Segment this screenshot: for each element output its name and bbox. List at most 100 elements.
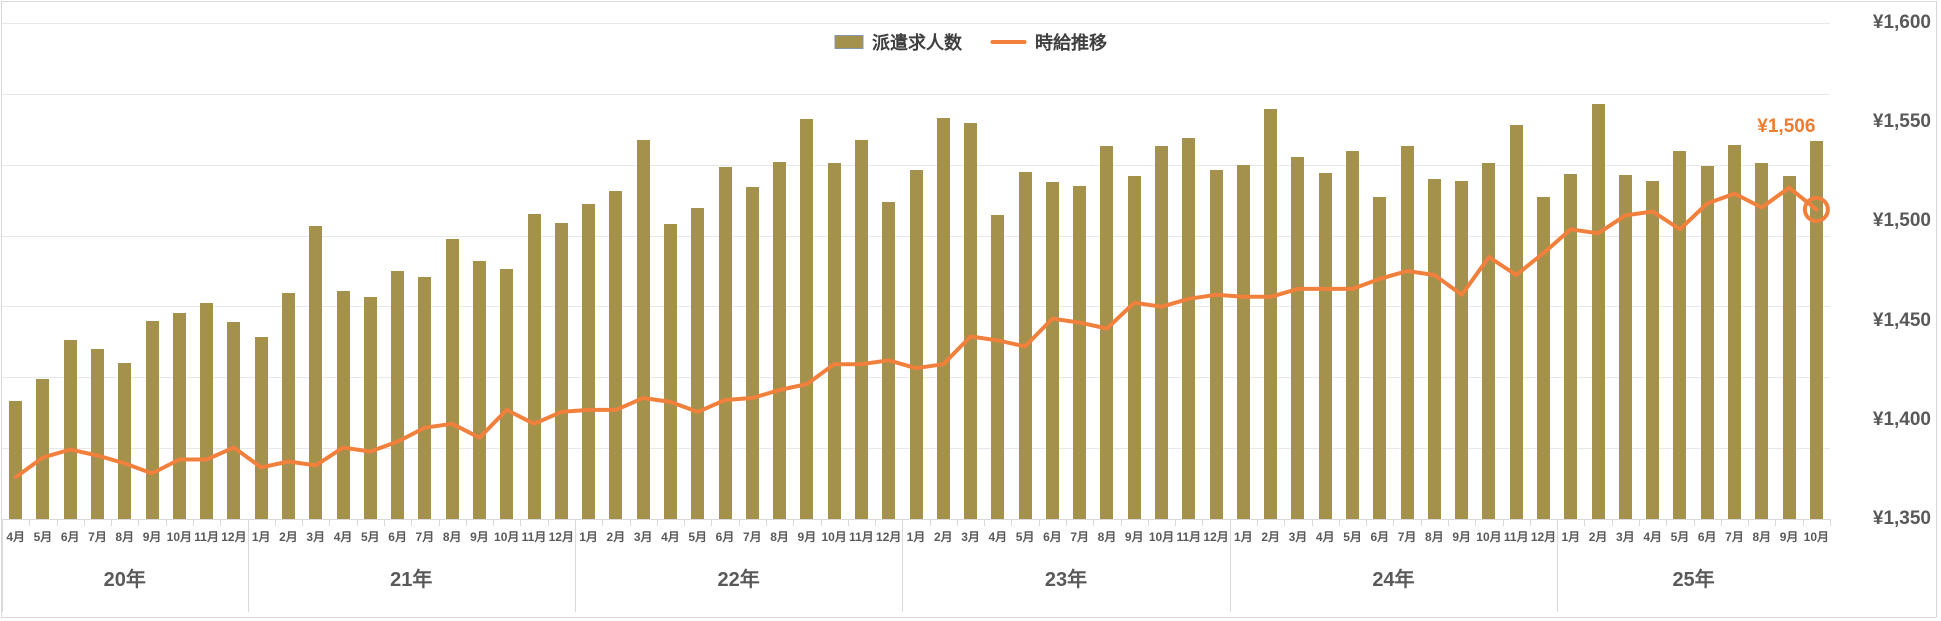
month-tick	[302, 519, 304, 526]
x-axis-month-label: 6月	[715, 530, 735, 544]
month-tick	[656, 519, 658, 526]
month-tick	[1284, 519, 1286, 526]
bar-month-6	[145, 320, 159, 519]
month-tick	[984, 519, 986, 526]
month-tick	[875, 519, 877, 526]
x-axis-month-label: 5月	[360, 530, 380, 544]
x-axis-month-label: 8月	[1425, 530, 1444, 544]
month-tick	[111, 519, 113, 526]
month-tick	[1475, 519, 1477, 526]
month-tick	[1066, 519, 1068, 526]
x-axis-month-label: 12月	[1203, 530, 1229, 544]
bar-month-7	[172, 313, 186, 519]
bar-month-61	[1646, 180, 1660, 519]
month-tick	[83, 519, 85, 526]
x-axis-month-label: 5月	[688, 530, 708, 544]
x-axis-month-label: 2月	[279, 530, 298, 544]
bar-month-49	[1318, 173, 1332, 519]
y-axis-label: ¥1,600	[1872, 12, 1931, 33]
bar-month-60	[1618, 174, 1632, 519]
x-axis-month-label: 11月	[1176, 530, 1202, 544]
x-axis-month-label: 1月	[1234, 530, 1253, 544]
gridline	[2, 93, 1830, 95]
x-axis-month-label: 5月	[1343, 530, 1362, 544]
x-axis-month-label: 9月	[797, 530, 817, 544]
x-axis-month-label: 4月	[6, 530, 25, 544]
year-divider	[574, 519, 576, 612]
month-tick	[847, 519, 849, 526]
legend-bar-label: 派遣求人数	[872, 33, 962, 53]
x-axis-year-label: 22年	[717, 569, 760, 591]
month-tick	[1366, 519, 1368, 526]
x-axis-month-label: 7月	[88, 530, 107, 544]
month-tick	[738, 519, 740, 526]
month-tick	[1666, 519, 1668, 526]
x-axis-month-label: 8月	[442, 530, 462, 544]
bar-month-59	[1591, 104, 1605, 519]
month-tick	[1693, 519, 1695, 526]
bar-month-3	[63, 339, 77, 519]
bar-month-10	[254, 337, 268, 519]
month-tick	[1147, 519, 1149, 526]
x-axis-month-label: 11月	[849, 530, 874, 544]
line-series-swatch	[990, 40, 1026, 44]
bar-month-12	[309, 225, 323, 519]
x-axis-month-label: 1月	[251, 530, 271, 544]
x-axis-month-label: 12月	[876, 530, 902, 544]
x-axis-month-label: 3月	[306, 530, 326, 544]
month-tick	[1257, 519, 1259, 526]
x-axis-month-label: 1月	[579, 530, 598, 544]
x-axis-month-label: 7月	[415, 530, 435, 544]
x-axis-month-label: 4月	[1315, 530, 1335, 544]
x-axis-month-label: 11月	[521, 530, 547, 544]
legend-item-bar-series: 派遣求人数	[834, 29, 962, 55]
month-tick	[1830, 519, 1831, 526]
bar-month-54	[1455, 181, 1469, 519]
month-tick	[1311, 519, 1313, 526]
bar-month-45	[1209, 169, 1223, 519]
x-axis-month-label: 4月	[1643, 530, 1662, 544]
x-axis-month-label: 9月	[470, 530, 489, 544]
bar-month-67	[1809, 140, 1823, 519]
month-tick	[192, 519, 194, 526]
bar-month-17	[445, 239, 459, 519]
x-axis-month-label: 9月	[1452, 530, 1471, 544]
x-axis-month-label: 6月	[1043, 530, 1062, 544]
month-tick	[1175, 519, 1177, 526]
x-axis-month-label: 5月	[1670, 530, 1690, 544]
x-axis-month-label: 10月	[166, 530, 192, 544]
x-axis-year-label: 23年	[1044, 569, 1088, 591]
bar-month-36	[964, 123, 978, 519]
bar-month-14	[363, 296, 377, 519]
x-axis-month-label: 3月	[1288, 530, 1308, 544]
month-tick	[793, 519, 795, 526]
x-axis-year-label: 24年	[1372, 569, 1415, 591]
month-tick	[1093, 519, 1095, 526]
bar-month-32	[854, 140, 868, 519]
year-divider	[902, 519, 904, 612]
last-value-annotation: ¥1,506	[1757, 116, 1816, 137]
bar-month-16	[418, 276, 432, 519]
x-axis-month-label: 7月	[1397, 530, 1417, 544]
x-axis-month-label: 3月	[961, 530, 980, 544]
y-axis-label: ¥1,400	[1872, 408, 1931, 430]
x-axis-month-label: 8月	[770, 530, 789, 544]
bar-month-34	[909, 169, 923, 519]
bar-month-18	[472, 261, 486, 519]
bar-month-24	[636, 140, 650, 519]
x-axis-month-label: 8月	[115, 530, 135, 544]
month-tick	[329, 519, 331, 526]
x-axis-line	[2, 519, 1830, 520]
bar-month-42	[1127, 175, 1141, 519]
bar-month-56	[1509, 125, 1523, 519]
x-axis-month-label: 10月	[1148, 530, 1175, 544]
x-axis-month-label: 6月	[1370, 530, 1390, 544]
bar-month-66	[1782, 175, 1796, 519]
bar-month-39	[1045, 181, 1059, 519]
month-tick	[438, 519, 440, 526]
legend: 派遣求人数 時給推移	[834, 29, 1107, 55]
month-tick	[629, 519, 631, 526]
month-tick	[520, 519, 522, 526]
bar-month-15	[391, 271, 405, 519]
